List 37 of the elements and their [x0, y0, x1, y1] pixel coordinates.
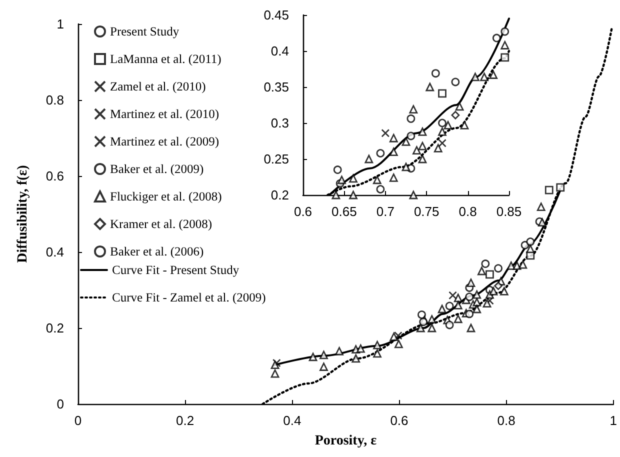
- legend-label: Baker et al. (2006): [110, 244, 204, 258]
- legend-label: Curve Fit - Present Study: [112, 263, 240, 277]
- legend-label: Baker et al. (2009): [110, 162, 204, 176]
- legend-label: Martinez et al. (2009): [110, 134, 219, 148]
- x-axis-title: Porosity, ε: [314, 434, 377, 448]
- x-tick-label: 0.2: [176, 413, 194, 428]
- x-tick-label: 0.8: [497, 413, 516, 428]
- x-tick-label: 0.75: [414, 204, 440, 219]
- y-tick-label: 0.4: [270, 44, 289, 58]
- x-tick-label: 0.8: [458, 204, 477, 219]
- legend-label: Present Study: [110, 24, 180, 38]
- y-tick-label: 0.35: [264, 80, 289, 94]
- y-tick-label: 0.2: [46, 320, 64, 336]
- y-tick-label: 0.2: [270, 188, 289, 202]
- y-tick-label: 1: [56, 16, 64, 32]
- y-tick-label: 0.8: [46, 92, 64, 108]
- y-tick-label: 0.25: [264, 152, 289, 166]
- x-tick-label: 0.4: [283, 413, 302, 428]
- legend-label: LaManna et al. (2011): [110, 52, 222, 66]
- x-tick-label: 0: [74, 413, 82, 428]
- legend-label: Curve Fit - Zamel et al. (2009): [112, 290, 266, 304]
- y-tick-label: 0.45: [264, 8, 289, 22]
- legend-label: Kramer et al. (2008): [110, 217, 212, 231]
- x-tick-label: 0.7: [376, 204, 394, 219]
- y-tick-label: 0.3: [270, 116, 289, 130]
- x-tick-label: 0.65: [332, 204, 357, 219]
- x-tick-label: 0.6: [390, 413, 408, 428]
- legend-label: Fluckiger et al. (2008): [110, 190, 222, 204]
- y-tick-label: 0.4: [46, 244, 64, 260]
- legend-label: Zamel et al. (2010): [110, 80, 206, 94]
- legend-label: Martinez et al. (2010): [110, 107, 219, 121]
- y-tick-label: 0.6: [46, 168, 64, 184]
- x-tick-label: 0.6: [294, 204, 312, 219]
- x-tick-label: 0.85: [496, 204, 522, 219]
- x-tick-label: 1: [610, 413, 617, 428]
- y-tick-label: 0: [56, 396, 64, 412]
- y-axis-title: Diffusibility, f(ε): [16, 164, 30, 263]
